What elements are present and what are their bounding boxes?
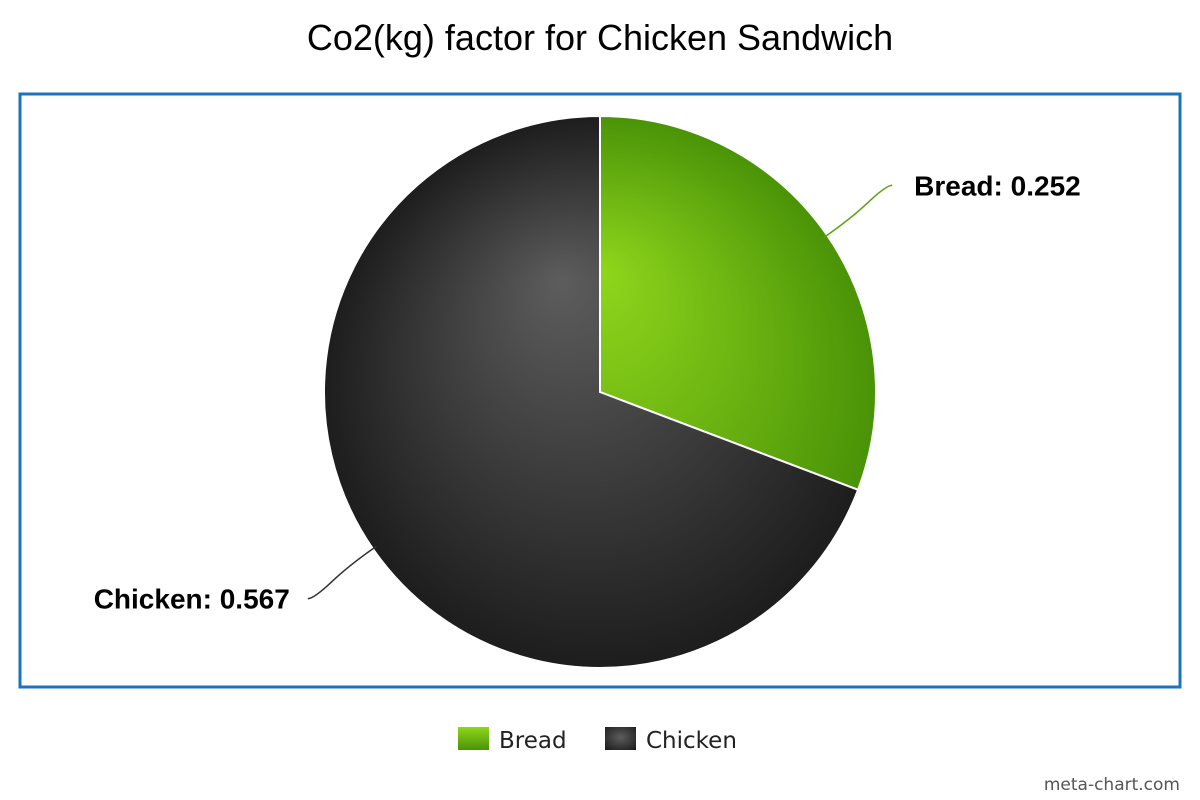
legend: Bread Chicken [458,727,737,754]
plot-border [18,92,1182,689]
leader-line-chicken [307,545,377,600]
leader-line-bread [823,184,893,239]
legend-swatch-chicken [605,727,636,750]
legend-swatch-bread [458,727,489,750]
legend-label-bread[interactable]: Bread [499,728,567,754]
pie-slices: Bread: 0.252 Chicken: 0.567 [94,114,1081,669]
data-label-bread: Bread: 0.252 [914,170,1081,201]
data-label-chicken: Chicken: 0.567 [94,584,290,615]
legend-label-chicken[interactable]: Chicken [646,728,737,754]
credit-text: meta-chart.com [1044,775,1180,795]
chart-title: Co2(kg) factor for Chicken Sandwich [307,17,893,58]
